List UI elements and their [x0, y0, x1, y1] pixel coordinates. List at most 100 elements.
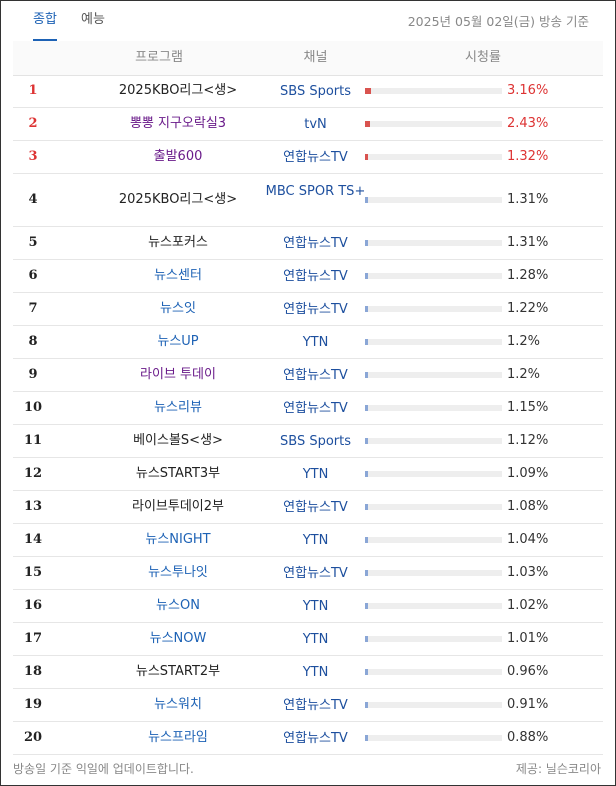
program-cell: 뉴스센터 [73, 267, 283, 285]
tab-overall[interactable]: 종합 [33, 1, 57, 41]
channel-link[interactable]: YTN [302, 664, 329, 680]
table-row: 1 2025KBO리그<생> SBS Sports 3.16% [13, 75, 603, 108]
program-cell: 뉴스START3부 [73, 465, 283, 483]
program-link[interactable]: 뽕뽕 지구오락실3 [129, 116, 227, 131]
rating-value: 1.22% [507, 301, 549, 316]
program-link[interactable]: 라이브투데이2부 [132, 499, 224, 514]
tab-entertainment[interactable]: 예능 [81, 12, 105, 27]
rank-number: 2 [28, 116, 38, 131]
rating-bar-fill [365, 471, 368, 477]
table-row: 7 뉴스잇 연합뉴스TV 1.22% [13, 293, 603, 326]
table-row: 5 뉴스포커스 연합뉴스TV 1.31% [13, 227, 603, 260]
channel-link[interactable]: 연합뉴스TV [283, 235, 348, 251]
program-cell: 뉴스잇 [73, 300, 283, 318]
rank-number: 10 [23, 400, 43, 415]
rating-bar [365, 438, 502, 444]
channel-link[interactable]: YTN [302, 466, 329, 482]
rating-bar-fill [365, 273, 368, 279]
rating-value: 1.32% [507, 149, 549, 164]
rating-bar-fill [365, 702, 368, 708]
channel-link[interactable]: tvN [304, 116, 327, 132]
rank-number: 16 [23, 598, 43, 613]
rank-number: 20 [23, 730, 43, 745]
channel-link[interactable]: YTN [302, 598, 329, 614]
footer: 방송일 기준 익일에 업데이트합니다. 제공: 닐슨코리아 [13, 755, 603, 785]
channel-link[interactable]: 연합뉴스TV [283, 268, 348, 284]
program-link[interactable]: 뉴스NOW [149, 631, 207, 646]
table-row: 18 뉴스START2부 YTN 0.96% [13, 656, 603, 689]
rating-bar [365, 405, 502, 411]
program-link[interactable]: 뉴스START3부 [135, 466, 221, 481]
broadcast-date: 2025년 05월 02일(금) 방송 기준 [407, 14, 589, 29]
program-cell: 뉴스리뷰 [73, 399, 283, 417]
rating-bar [365, 273, 502, 279]
program-link[interactable]: 2025KBO리그<생> [118, 83, 238, 98]
program-link[interactable]: 2025KBO리그<생> [118, 192, 238, 207]
program-link[interactable]: 뉴스ON [156, 598, 200, 613]
program-link[interactable]: 뉴스투나잇 [148, 565, 208, 580]
program-cell: 뉴스NIGHT [73, 531, 283, 549]
ratings-table: 1 2025KBO리그<생> SBS Sports 3.16% 2 뽕뽕 지구오락실3 tv… [13, 75, 603, 755]
update-note: 방송일 기준 익일에 업데이트합니다. [13, 762, 194, 776]
program-cell: 뉴스투나잇 [73, 564, 283, 582]
program-cell: 뽕뽕 지구오락실3 [73, 115, 283, 133]
rating-value: 0.96% [507, 664, 549, 679]
channel-link[interactable]: SBS Sports [280, 83, 351, 99]
rating-value: 1.12% [507, 433, 549, 448]
rank-number: 13 [23, 499, 43, 514]
program-link[interactable]: 뉴스프라임 [148, 730, 208, 745]
channel-link[interactable]: YTN [302, 334, 329, 350]
channel-link[interactable]: 연합뉴스TV [283, 400, 348, 416]
program-link[interactable]: 뉴스UP [157, 334, 199, 349]
rating-bar [365, 603, 502, 609]
rating-bar-fill [365, 603, 368, 609]
program-link[interactable]: 출발600 [153, 149, 203, 164]
rating-bar [365, 121, 502, 127]
rank-number: 18 [23, 664, 43, 679]
program-link[interactable]: 뉴스센터 [154, 268, 202, 283]
rating-bar-fill [365, 669, 368, 675]
table-row: 14 뉴스NIGHT YTN 1.04% [13, 524, 603, 557]
channel-link[interactable]: 연합뉴스TV [283, 697, 348, 713]
rank-number: 17 [23, 631, 43, 646]
rank-number: 4 [28, 192, 38, 207]
program-link[interactable]: 뉴스NIGHT [145, 532, 211, 547]
channel-link[interactable]: YTN [302, 631, 329, 647]
channel-link[interactable]: 연합뉴스TV [283, 149, 348, 165]
program-link[interactable]: 뉴스리뷰 [154, 400, 202, 415]
channel-link[interactable]: MBC SPOR TS+ [265, 184, 366, 199]
rating-value: 1.04% [507, 532, 549, 547]
program-link[interactable]: 베이스볼S<생> [133, 433, 223, 448]
program-link[interactable]: 뉴스워치 [154, 697, 202, 712]
rating-value: 3.16% [507, 83, 549, 98]
channel-link[interactable]: 연합뉴스TV [283, 301, 348, 317]
channel-link[interactable]: 연합뉴스TV [283, 565, 348, 581]
rating-value: 1.15% [507, 400, 549, 415]
rating-value: 0.91% [507, 697, 549, 712]
rating-bar [365, 197, 502, 203]
rating-bar-fill [365, 735, 368, 741]
channel-link[interactable]: 연합뉴스TV [283, 730, 348, 746]
rating-value: 0.88% [507, 730, 549, 745]
channel-link[interactable]: YTN [302, 532, 329, 548]
table-row: 3 출발600 연합뉴스TV 1.32% [13, 141, 603, 174]
table-row: 4 2025KBO리그<생> MBC SPOR TS+ 1.31% [13, 174, 603, 227]
program-link[interactable]: 뉴스포커스 [148, 235, 208, 250]
program-cell: 뉴스워치 [73, 696, 283, 714]
channel-link[interactable]: SBS Sports [280, 433, 351, 449]
program-link[interactable]: 뉴스잇 [160, 301, 196, 316]
rating-bar-fill [365, 504, 368, 510]
column-rating: 시청률 [465, 50, 501, 65]
rating-bar-fill [365, 570, 368, 576]
program-link[interactable]: 라이브 투데이 [140, 367, 216, 382]
rating-value: 1.02% [507, 598, 549, 613]
channel-link[interactable]: 연합뉴스TV [283, 499, 348, 515]
program-cell: 2025KBO리그<생> [73, 82, 283, 100]
program-link[interactable]: 뉴스START2부 [135, 664, 221, 679]
rating-bar [365, 471, 502, 477]
rank-number: 9 [28, 367, 38, 382]
program-cell: 뉴스UP [73, 333, 283, 351]
rating-value: 1.03% [507, 565, 549, 580]
channel-link[interactable]: 연합뉴스TV [283, 367, 348, 383]
